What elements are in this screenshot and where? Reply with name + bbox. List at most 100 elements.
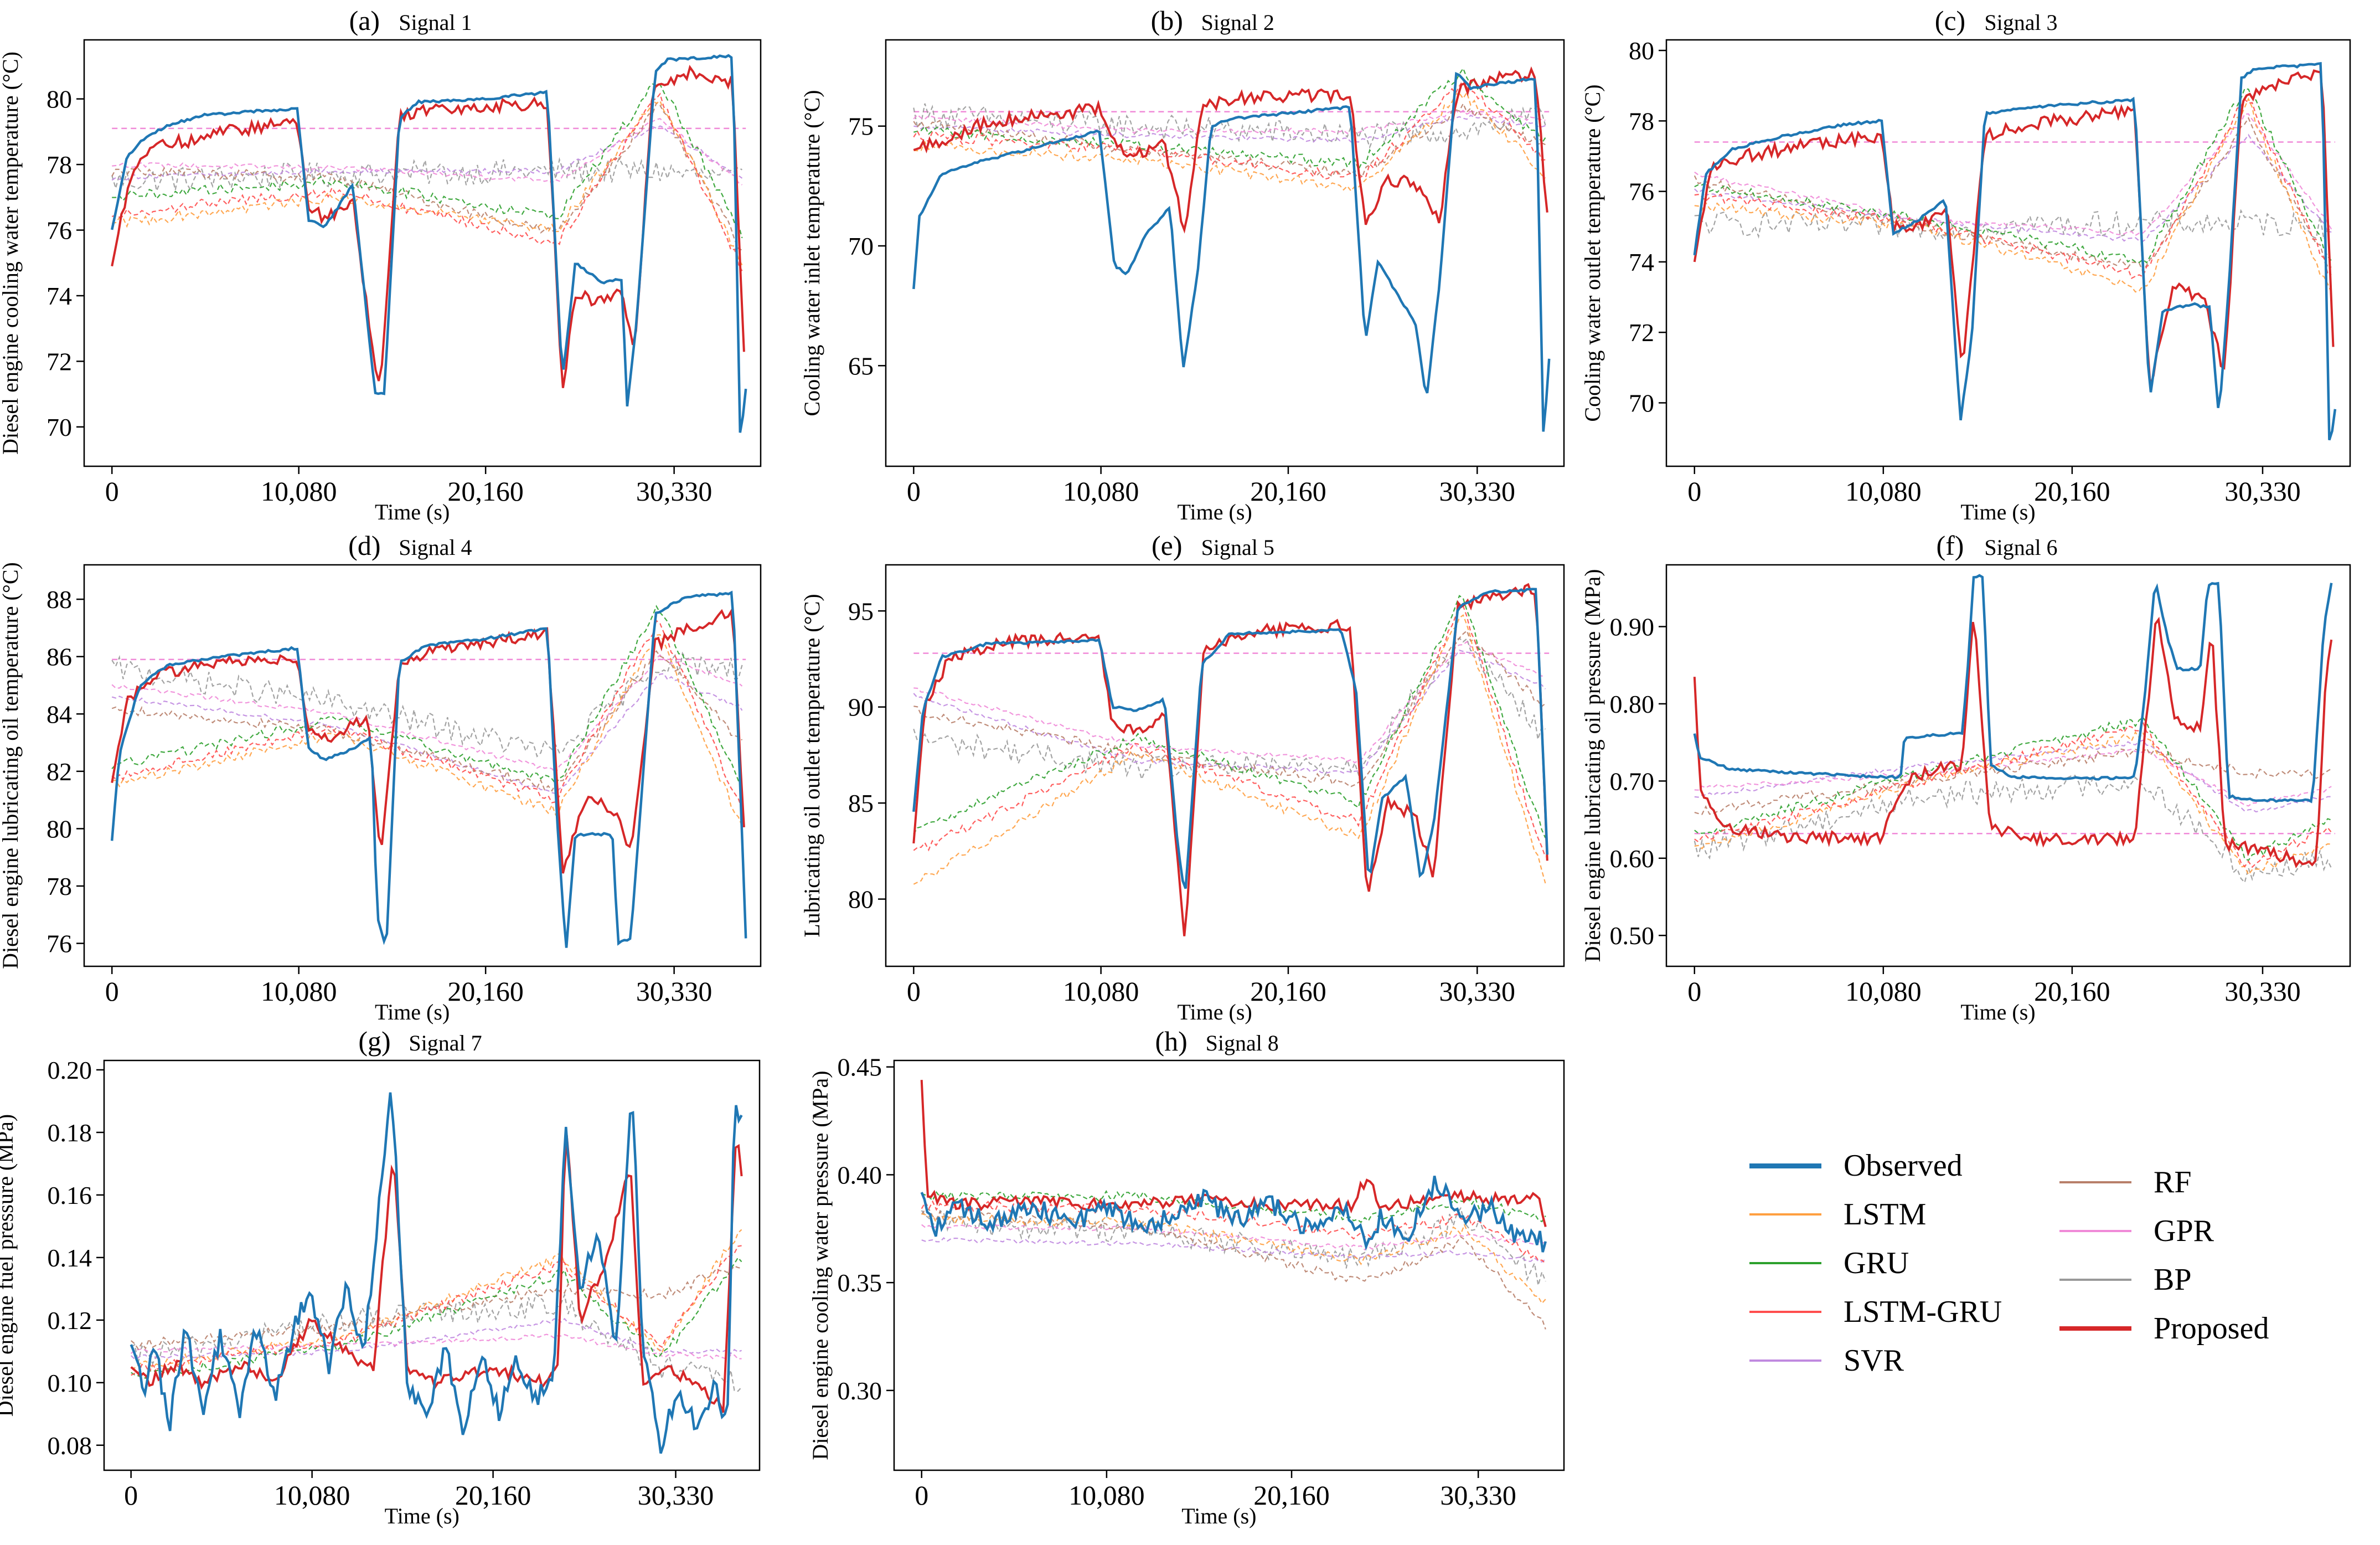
y-tick-label: 0.20 [48,1056,92,1084]
series-proposed [913,66,1548,234]
x-tick-label: 30,330 [2224,476,2301,507]
series-lstm-gru [111,619,743,810]
series-rf [913,102,1546,178]
y-tick-label: 0.18 [48,1119,92,1147]
legend-label: LSTM-GRU [1844,1295,2002,1329]
series-svr [921,1237,1546,1263]
series-lstm [913,91,1546,192]
series-observed [912,588,1549,889]
y-tick-label: 72 [47,347,72,375]
series-observed [110,54,747,433]
series-observed [110,590,747,948]
plot-frame [1665,39,2351,467]
x-tick-label: 0 [124,1480,138,1511]
series-bp [913,637,1546,781]
series-lstm-gru [1694,720,2332,868]
y-tick-label: 0.10 [48,1369,92,1397]
panel-d: 0 10,080 20,160 30,330 76 78 80 82 84 86 88 Time (s… [0,530,762,1024]
panel-c: 0 10,080 20,160 30,330 70 72 74 76 78 80 Time (s) C… [1580,5,2351,524]
y-tick-label: 0.70 [1610,767,1655,795]
series-proposed [111,607,745,874]
series-observed [912,71,1551,432]
x-tick-label: 20,160 [2034,976,2110,1007]
x-tick-label: 10,080 [261,476,337,507]
x-tick-label: 10,080 [1845,976,1922,1007]
x-tick-label: 30,330 [636,476,713,507]
panel-title: Signal 3 [1984,10,2057,35]
y-tick-label: 88 [47,585,72,614]
x-tick-label: 20,160 [455,1480,531,1511]
x-tick-label: 0 [907,476,921,507]
y-tick-label: 82 [47,758,72,786]
legend-swatch-proposed [2059,1326,2131,1331]
series-gru [913,67,1546,171]
y-tick-label: 0.45 [838,1053,882,1082]
y-axis-label: Lubricating oil outlet temperature (°C) [799,594,824,937]
series-proposed [130,1135,743,1413]
series-bp [111,651,743,758]
series-observed [1693,61,2337,441]
x-axis-label: Time (s) [1960,1000,2035,1024]
series-lstm [112,634,743,827]
series-bp [1694,209,2332,241]
x-tick-label: 30,330 [1440,1480,1516,1511]
panel-title: Signal 2 [1201,10,1274,35]
series-gpr [1694,748,2332,807]
y-tick-label: 95 [848,597,874,625]
panel-label: (g) [358,1026,390,1057]
panel-g: 0 10,080 20,160 30,330 0.08 0.10 0.12 0.14 0.16 0… [0,1026,761,1528]
x-axis-label: Time (s) [375,499,450,524]
y-axis-label: Diesel engine lubricating oil pressure (… [1580,569,1605,962]
panel-title: Signal 5 [1201,535,1274,560]
series-group [1693,574,2335,884]
legend-swatch-observed [1749,1163,1821,1168]
panel-a: 0 10,080 20,160 30,330 70 72 74 76 78 80 Time (s) D… [0,5,762,524]
legend-label: GRU [1844,1246,1909,1280]
series-rf [111,102,742,251]
series-group [920,1080,1547,1330]
x-tick-label: 20,160 [1250,976,1326,1007]
x-tick-label: 30,330 [1439,476,1516,507]
x-axis-label: Time (s) [1178,499,1252,524]
panel-label: (a) [349,5,380,36]
x-tick-label: 20,160 [447,976,524,1007]
plot-frame [893,1059,1565,1471]
series-lstm [913,614,1546,885]
series-rf [921,1208,1546,1330]
series-bp [1694,773,2332,884]
y-tick-label: 0.16 [48,1181,92,1209]
legend-label: SVR [1844,1343,1904,1378]
series-gru [913,595,1546,838]
series-svr [1694,739,2332,813]
legend-item-lstm: LSTM [1749,1195,1926,1234]
y-tick-label: 76 [47,217,72,245]
x-tick-label: 0 [1687,476,1701,507]
panel-label: (b) [1151,5,1183,36]
legend-label: LSTM [1844,1197,1927,1232]
y-axis-label: Cooling water inlet temperature (°C) [799,90,824,416]
series-svr [111,673,743,795]
series-rf [1694,116,2332,273]
y-tick-label: 76 [47,930,72,958]
legend: Observed LSTM GRU LSTM-GRU SVR RF GPR BP… [1727,1124,2336,1378]
series-proposed [1693,616,2333,868]
x-tick-label: 30,330 [638,1480,714,1511]
legend-item-svr: SVR [1749,1341,1904,1380]
series-gpr [112,117,743,186]
legend-label: Observed [1844,1149,1963,1183]
plot-frame [1665,564,2351,967]
plot-frame [885,39,1565,467]
x-axis-label: Time (s) [385,1503,460,1528]
y-tick-label: 70 [848,232,874,260]
x-tick-label: 0 [105,476,119,507]
x-axis-label: Time (s) [1960,499,2035,524]
legend-swatch-lstm [1749,1213,1821,1216]
series-group [110,54,747,433]
y-tick-label: 0.14 [48,1244,92,1272]
legend-swatch-rf [2059,1181,2131,1183]
x-axis-label: Time (s) [375,1000,450,1024]
series-lstm-gru [131,1245,742,1376]
y-tick-label: 0.08 [48,1431,92,1460]
y-tick-label: 70 [47,413,72,441]
series-proposed [1693,69,2335,387]
